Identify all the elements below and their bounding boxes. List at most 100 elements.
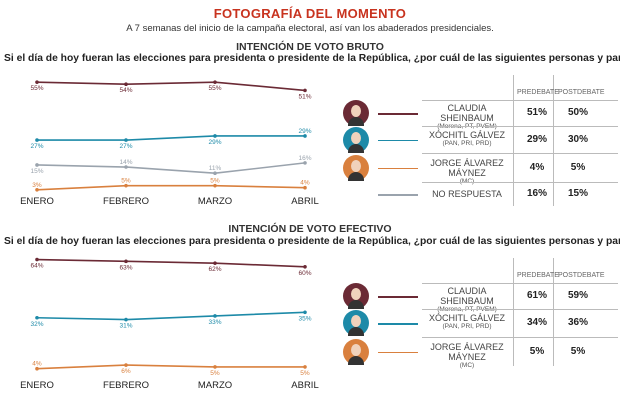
- candidate-name-text: CLAUDIA SHEINBAUM: [440, 286, 494, 306]
- data-point-galvez: [124, 138, 128, 142]
- data-point-maynez: [35, 366, 39, 371]
- data-label: 6%: [121, 368, 131, 375]
- column-divider: [553, 75, 554, 206]
- data-point-no_respuesta: [303, 161, 307, 165]
- legend-line-sheinbaum: [378, 296, 418, 298]
- row-divider: [422, 283, 618, 284]
- candidate-name-text: CLAUDIA SHEINBAUM: [440, 103, 494, 123]
- data-point-maynez: [213, 365, 217, 369]
- data-label: 27%: [30, 143, 43, 150]
- postdebate-value: 5%: [570, 345, 586, 357]
- data-point-no_respuesta: [35, 163, 39, 167]
- data-point-galvez: [303, 134, 307, 138]
- row-divider: [422, 337, 618, 338]
- data-label: 55%: [30, 85, 43, 92]
- data-label: 16%: [298, 155, 311, 162]
- data-point-sheinbaum: [213, 80, 217, 84]
- postdebate-value: 36%: [567, 317, 588, 328]
- data-label: 54%: [119, 87, 132, 94]
- predebate-value: 5%: [529, 345, 545, 357]
- postdebate-value: 5%: [570, 161, 586, 173]
- postdebate-value: 59%: [567, 290, 588, 301]
- body-shape: [348, 327, 364, 336]
- header-predebate: PREDEBATE: [517, 89, 559, 96]
- legend-line-no_respuesta: [378, 194, 418, 196]
- data-point-maynez: [303, 185, 307, 190]
- predebate-value: 4%: [529, 161, 545, 173]
- data-point-galvez: [213, 314, 217, 318]
- data-point-maynez: [303, 365, 307, 369]
- row-divider: [422, 126, 618, 127]
- candidate-photo-maynez: [343, 338, 369, 365]
- body-shape: [348, 300, 364, 309]
- postdebate-value: 30%: [567, 133, 588, 145]
- data-point-sheinbaum: [124, 259, 128, 264]
- legend-line-galvez: [378, 323, 418, 325]
- candidate-name: XÓCHITL GÁLVEZ (PAN, PRI, PRD): [422, 130, 512, 148]
- header-postdebate: POSTDEBATE: [558, 89, 605, 96]
- x-tick-label: FEBRERO: [103, 380, 149, 391]
- x-tick-label: ABRIL: [291, 380, 318, 391]
- data-label: 4%: [32, 361, 42, 368]
- row-divider: [422, 309, 618, 310]
- candidate-name-text: JORGE ÁLVAREZ MÁYNEZ: [430, 341, 504, 362]
- data-point-sheinbaum: [35, 80, 39, 84]
- series-line-maynez: [36, 184, 306, 191]
- legend-line-maynez: [378, 167, 418, 169]
- candidate-name: JORGE ÁLVAREZ MÁYNEZ (MC): [422, 158, 512, 186]
- face-shape: [351, 105, 361, 117]
- legend-line-sheinbaum: [378, 113, 418, 115]
- candidate-name-text: XÓCHITL GÁLVEZ: [428, 313, 506, 323]
- data-label: 55%: [208, 85, 221, 92]
- candidate-name-text: NO RESPUESTA: [432, 189, 502, 199]
- series-line-galvez: [36, 311, 306, 321]
- series-line-sheinbaum: [36, 258, 306, 268]
- candidate-photo-galvez: [343, 126, 369, 153]
- x-tick-label: MARZO: [198, 380, 232, 391]
- data-label: 35%: [298, 315, 311, 322]
- candidate-photo-maynez: [343, 154, 369, 181]
- data-label: 3%: [32, 182, 42, 189]
- body-shape: [348, 355, 364, 365]
- data-point-galvez: [213, 134, 217, 138]
- data-point-sheinbaum: [124, 82, 128, 87]
- section-title-bruto: INTENCIÓN DE VOTO BRUTO: [236, 41, 384, 53]
- data-label: 29%: [298, 128, 311, 135]
- row-divider: [422, 182, 618, 183]
- row-divider: [422, 100, 618, 101]
- data-label: 27%: [119, 143, 132, 150]
- column-divider: [553, 258, 554, 366]
- x-tick-label: ABRIL: [291, 196, 318, 207]
- data-point-sheinbaum: [303, 88, 307, 93]
- series-line-sheinbaum: [36, 81, 306, 92]
- candidate-name: XÓCHITL GÁLVEZ (PAN, PRI, PRD): [422, 313, 512, 331]
- subtitle: A 7 semanas del inicio de la campaña ele…: [126, 23, 494, 34]
- x-tick-label: ENERO: [20, 196, 54, 207]
- data-label: 5%: [300, 370, 310, 377]
- face-shape: [351, 288, 361, 300]
- row-divider: [422, 153, 618, 154]
- data-label: 5%: [121, 178, 131, 185]
- face-shape: [351, 315, 361, 327]
- face-shape: [351, 343, 361, 356]
- data-label: 15%: [30, 168, 43, 175]
- section-title-efectivo: INTENCIÓN DE VOTO EFECTIVO: [228, 223, 392, 235]
- legend-line-galvez: [378, 139, 418, 141]
- candidate-name-text: JORGE ÁLVAREZ MÁYNEZ: [430, 157, 504, 178]
- data-label: 60%: [298, 270, 311, 277]
- predebate-value: 29%: [526, 133, 547, 145]
- column-divider: [513, 75, 514, 206]
- party-text: (PAN, PRI, PRD): [442, 323, 492, 330]
- data-point-galvez: [124, 317, 128, 322]
- data-label: 14%: [119, 159, 132, 166]
- column-divider: [513, 258, 514, 366]
- data-point-maynez: [35, 187, 39, 192]
- data-point-sheinbaum: [213, 261, 217, 265]
- header-postdebate: POSTDEBATE: [558, 272, 605, 279]
- candidate-photo-sheinbaum: [343, 283, 369, 309]
- candidate-photo-sheinbaum: [343, 100, 369, 126]
- series-line-no_respuesta: [36, 162, 306, 175]
- data-point-galvez: [303, 310, 307, 315]
- face-shape: [351, 159, 361, 172]
